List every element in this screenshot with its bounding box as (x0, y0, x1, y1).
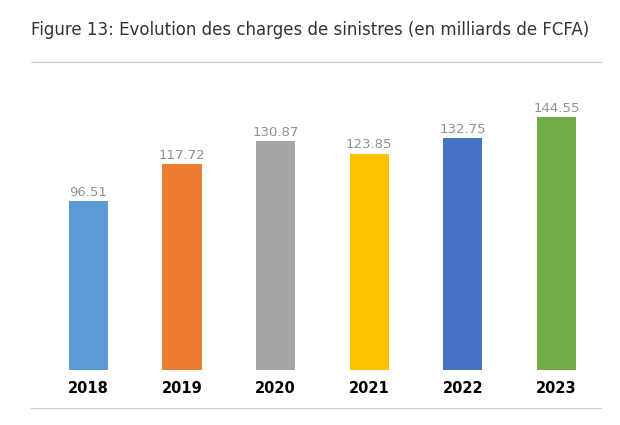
Text: 130.87: 130.87 (252, 126, 299, 139)
Bar (162, 164, 202, 370)
Text: 117.72: 117.72 (159, 149, 205, 162)
Bar (350, 153, 389, 370)
Text: Figure 13: Evolution des charges de sinistres (en milliards de FCFA): Figure 13: Evolution des charges de sini… (31, 21, 589, 39)
Text: 123.85: 123.85 (346, 139, 392, 151)
Bar (537, 117, 576, 370)
Text: 96.51: 96.51 (69, 186, 107, 199)
Text: 144.55: 144.55 (533, 102, 580, 115)
Text: 132.75: 132.75 (440, 123, 486, 136)
Bar (443, 138, 482, 370)
Bar (256, 141, 295, 370)
Bar (69, 201, 108, 370)
